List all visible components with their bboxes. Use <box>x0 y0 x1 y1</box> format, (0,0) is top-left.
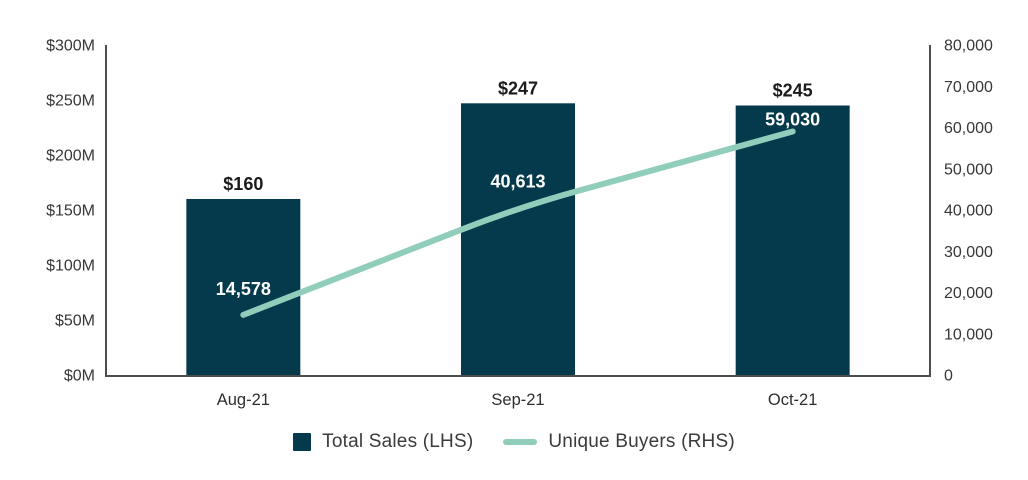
chart-legend: Total Sales (LHS) Unique Buyers (RHS) <box>0 428 1028 456</box>
left-axis-tick-label: $50M <box>55 313 95 330</box>
bar-value-label: $247 <box>498 78 538 98</box>
line-series <box>240 128 796 318</box>
line-series-label: Unique Buyers (RHS) <box>548 431 735 452</box>
bar-series-swatch-icon <box>293 433 312 451</box>
right-axis-tick-label: 0 <box>944 368 953 385</box>
line-value-label: 40,613 <box>490 171 545 191</box>
right-axis-tick-label: 40,000 <box>944 203 993 220</box>
x-axis-category-label: Oct-21 <box>768 391 818 409</box>
right-axis-tick-label: 50,000 <box>944 161 993 178</box>
left-axis-tick-label: $150M <box>46 203 95 220</box>
combo-chart: $0M $50M $100M $150M $200M $250M $300M 0 10,000 2… <box>46 38 993 410</box>
bar-sep-21 <box>461 103 575 376</box>
right-axis-tick-label: 80,000 <box>944 38 993 55</box>
bar-series-label: Total Sales (LHS) <box>322 431 474 452</box>
left-axis-tick-label: $300M <box>46 38 95 55</box>
left-axis-tick-label: $100M <box>46 258 95 275</box>
line-value-label: 14,578 <box>216 279 271 299</box>
bar-value-label: $160 <box>223 174 263 194</box>
left-axis-tick-label: $0M <box>64 368 95 385</box>
bar-oct-21 <box>735 105 850 375</box>
legend-item-unique-buyers: Unique Buyers (RHS) <box>503 431 735 453</box>
left-axis-tick-label: $250M <box>46 93 95 110</box>
bar-aug-21 <box>186 199 301 375</box>
right-axis-tick-label: 30,000 <box>944 244 993 261</box>
left-axis-tick-label: $200M <box>46 148 95 165</box>
right-axis-tick-label: 10,000 <box>944 326 993 343</box>
legend-item-total-sales: Total Sales (LHS) <box>293 431 473 453</box>
x-axis-category-label: Sep-21 <box>491 391 544 409</box>
right-axis-tick-label: 70,000 <box>944 79 993 96</box>
line-series-swatch-icon <box>503 439 538 445</box>
bar-value-label: $245 <box>773 81 813 101</box>
right-axis-tick-label: 60,000 <box>944 120 993 137</box>
right-axis-tick-label: 20,000 <box>944 285 993 302</box>
line-value-label: 59,030 <box>765 110 820 130</box>
x-axis-category-label: Aug-21 <box>217 391 270 409</box>
